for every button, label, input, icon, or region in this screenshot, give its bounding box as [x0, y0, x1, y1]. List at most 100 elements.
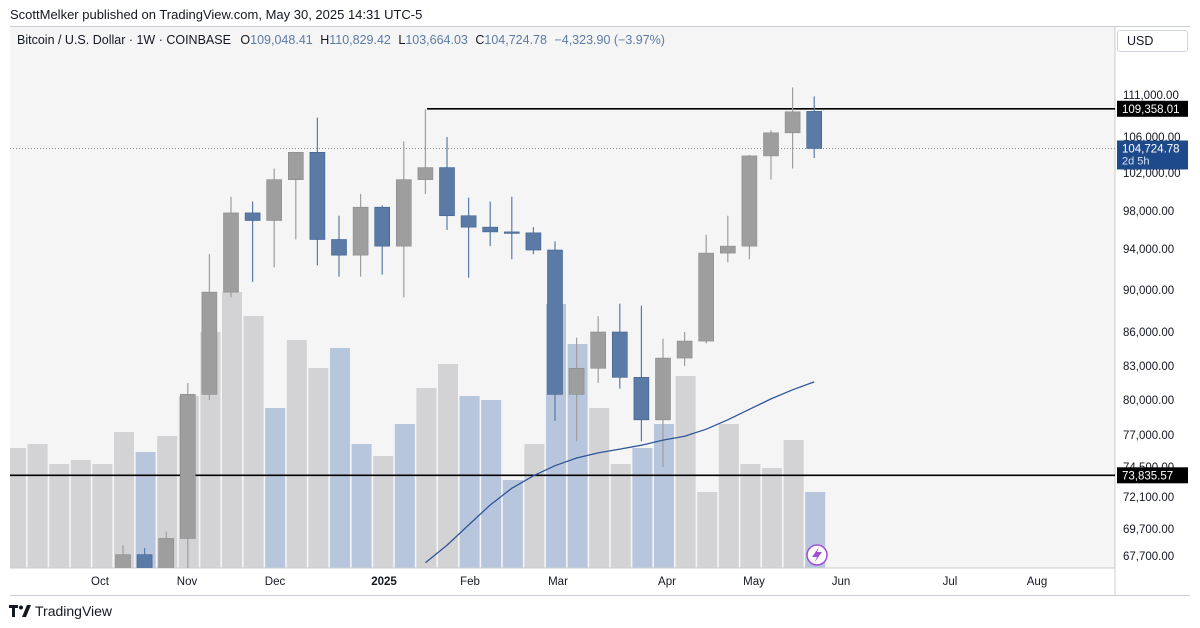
candle-body: [331, 239, 347, 256]
candle[interactable]: [439, 137, 455, 230]
candle-body: [698, 252, 715, 342]
price-tick-label: 86,000.00: [1123, 327, 1174, 339]
candle-body: [547, 249, 563, 395]
volume-bar: [330, 348, 350, 568]
candles: [115, 87, 823, 606]
candle-body: [676, 340, 693, 359]
footer-brand-label: TradingView: [35, 603, 113, 619]
legend-symbol[interactable]: Bitcoin / U.S. Dollar · 1W · COINBASE: [17, 33, 231, 47]
time-tick-label: Apr: [658, 576, 676, 588]
candle[interactable]: [115, 545, 131, 606]
volume-bar: [27, 444, 48, 568]
volume-bar: [114, 432, 134, 568]
time-tick-label: Jun: [832, 576, 851, 588]
candle[interactable]: [503, 196, 520, 260]
candle-body: [352, 206, 369, 256]
moving-average-line: [424, 381, 815, 564]
candle-body: [395, 179, 412, 247]
candle[interactable]: [352, 193, 369, 277]
time-tick-label: Mar: [548, 576, 568, 588]
candle-body: [460, 215, 477, 228]
candle-body: [374, 206, 391, 247]
candle[interactable]: [655, 338, 671, 467]
candle-body: [180, 394, 196, 539]
volume-bar: [351, 444, 372, 568]
volume-bar: [610, 464, 631, 568]
candle[interactable]: [763, 130, 779, 180]
legend-close-label: C: [475, 33, 485, 47]
volume-bar: [135, 452, 156, 568]
price-tick-label: 94,000.00: [1123, 244, 1174, 256]
volume-bar: [308, 368, 329, 568]
volume-bar: [286, 340, 307, 568]
candle[interactable]: [633, 305, 650, 442]
candle[interactable]: [784, 87, 801, 169]
time-tick-label: Oct: [91, 576, 110, 588]
resistance-price-label: 109,358.01: [1122, 104, 1180, 116]
candle[interactable]: [590, 316, 607, 383]
candle[interactable]: [719, 215, 736, 263]
time-tick-label: Jul: [943, 576, 958, 588]
candle[interactable]: [223, 196, 239, 298]
candle-body: [309, 152, 326, 240]
candle-body: [806, 111, 823, 149]
candle[interactable]: [158, 531, 174, 579]
volume-bar: [567, 344, 588, 568]
time-tick-label: Aug: [1027, 576, 1047, 588]
candle[interactable]: [460, 197, 477, 278]
price-tick-label: 80,000.00: [1123, 395, 1174, 407]
candle[interactable]: [136, 547, 153, 582]
candle[interactable]: [698, 234, 715, 344]
lightning-badge-icon[interactable]: [806, 544, 828, 566]
candle-body: [136, 554, 153, 568]
candle[interactable]: [287, 152, 304, 240]
candle[interactable]: [180, 383, 196, 568]
candle[interactable]: [374, 205, 391, 275]
price-tick-label: 111,000.00: [1123, 90, 1179, 102]
volume-bar: [481, 400, 502, 568]
volume-bar: [265, 408, 286, 568]
legend-open-value: 109,048.41: [250, 33, 313, 47]
volume-bar: [416, 388, 437, 568]
candle-body: [223, 212, 239, 293]
volume-bar: [697, 492, 718, 568]
candle[interactable]: [482, 201, 499, 247]
candle[interactable]: [266, 168, 283, 268]
volume-bars: [10, 292, 826, 568]
candle[interactable]: [806, 96, 823, 159]
candle[interactable]: [244, 201, 261, 282]
candle[interactable]: [741, 155, 758, 260]
candle-body: [568, 367, 585, 395]
candle[interactable]: [676, 332, 693, 366]
candle[interactable]: [547, 241, 563, 421]
candle-body: [158, 538, 174, 568]
volume-bar: [373, 456, 394, 568]
price-axis[interactable]: 111,000.00106,000.00102,000.0098,000.009…: [1123, 90, 1181, 563]
chart-frame: [10, 26, 1190, 596]
candle[interactable]: [395, 141, 412, 298]
volume-bar: [632, 448, 653, 568]
time-axis[interactable]: Oct Nov Dec 2025 Feb Mar Apr May Jun Jul Aug: [91, 576, 1047, 588]
legend-low-value: 103,664.03: [405, 33, 468, 47]
candle-body: [590, 331, 607, 369]
publisher-line: ScottMelker published on TradingView.com…: [10, 7, 423, 22]
support-price-label: 73,835.57: [1122, 470, 1173, 482]
candle-body: [115, 554, 131, 568]
support-price-tag: [1117, 467, 1188, 484]
currency-selector[interactable]: USD: [1117, 30, 1188, 52]
candle[interactable]: [417, 109, 434, 194]
volume-bar: [589, 408, 610, 568]
candle[interactable]: [309, 117, 326, 266]
footer-brand[interactable]: TradingView: [9, 603, 112, 619]
legend-high-label: H: [320, 33, 330, 47]
candle[interactable]: [201, 254, 218, 400]
candle[interactable]: [568, 337, 585, 442]
candle[interactable]: [331, 215, 347, 277]
time-tick-label: Dec: [265, 576, 286, 588]
candle-body: [784, 111, 801, 134]
candle[interactable]: [525, 227, 542, 255]
volume-bar: [718, 424, 739, 568]
candle-body: [633, 377, 650, 421]
candle[interactable]: [611, 303, 628, 389]
